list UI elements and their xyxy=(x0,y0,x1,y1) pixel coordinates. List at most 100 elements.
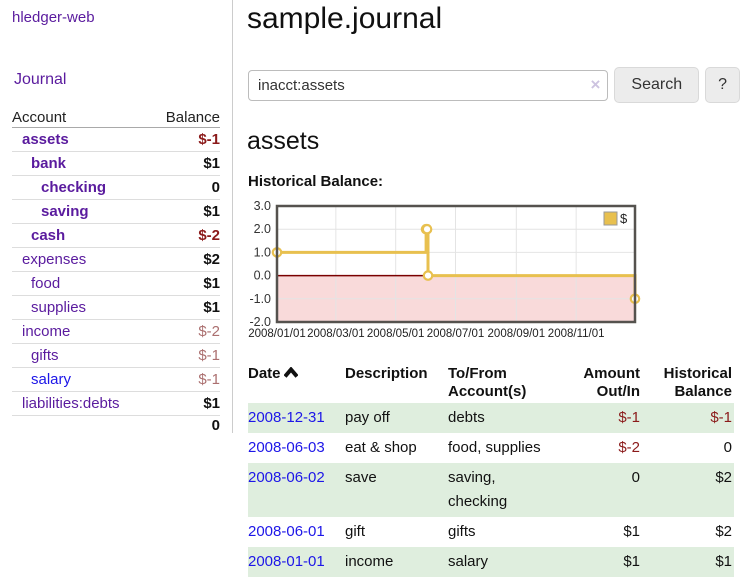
account-row: saving $1 xyxy=(12,200,220,224)
account-balance: $-1 xyxy=(198,371,220,388)
transaction-amount: $-1 xyxy=(618,409,640,426)
account-balance: 0 xyxy=(211,179,220,196)
account-link-food[interactable]: food xyxy=(31,275,61,292)
accounts-header-balance: Balance xyxy=(165,108,220,126)
account-link-assets[interactable]: assets xyxy=(22,131,69,148)
account-row: supplies $1 xyxy=(12,296,220,320)
transaction-row: 2008-06-01 gift gifts $1 $2 xyxy=(248,517,734,547)
column-header-description: Description xyxy=(345,365,428,382)
svg-text:1.0: 1.0 xyxy=(254,245,271,259)
sidebar-item-journal[interactable]: Journal xyxy=(14,71,67,88)
account-balance: $-1 xyxy=(198,347,220,364)
transaction-balance: 0 xyxy=(723,439,732,456)
transaction-row: 2008-06-02 save saving, checking 0 $2 xyxy=(248,463,734,517)
search-input-wrap: × xyxy=(248,69,609,101)
account-balance: $1 xyxy=(203,299,220,316)
column-header-date[interactable]: Date xyxy=(248,363,345,403)
column-header-accounts: To/From Account(s) xyxy=(448,365,527,400)
transaction-amount: $1 xyxy=(623,523,640,540)
account-row: food $1 xyxy=(12,272,220,296)
transaction-description: gift xyxy=(345,523,366,540)
search-input[interactable] xyxy=(248,69,609,101)
column-header-amount: Amount Out/In xyxy=(583,365,640,400)
svg-text:$: $ xyxy=(620,211,628,226)
svg-text:2008/03/01: 2008/03/01 xyxy=(307,328,365,340)
transaction-amount: $1 xyxy=(623,553,640,570)
transaction-accounts: debts xyxy=(448,409,485,426)
svg-text:2008/01/01: 2008/01/01 xyxy=(248,328,306,340)
svg-text:-1.0: -1.0 xyxy=(249,292,271,306)
transaction-accounts: salary xyxy=(448,553,489,570)
account-row: assets $-1 xyxy=(12,128,220,152)
account-link-expenses[interactable]: expenses xyxy=(22,251,87,268)
account-row: checking 0 xyxy=(12,176,220,200)
svg-text:0.0: 0.0 xyxy=(254,269,271,283)
sidebar-divider xyxy=(232,0,233,433)
accounts-header-account: Account xyxy=(12,108,67,126)
transaction-date-link[interactable]: 2008-06-03 xyxy=(248,439,325,456)
account-link-checking[interactable]: checking xyxy=(41,179,107,196)
transaction-description: income xyxy=(345,553,394,570)
transaction-date-link[interactable]: 2008-01-01 xyxy=(248,553,325,570)
account-link-salary[interactable]: salary xyxy=(31,371,72,388)
account-link-saving[interactable]: saving xyxy=(41,203,89,220)
chart-title: Historical Balance: xyxy=(248,173,384,190)
transaction-amount: 0 xyxy=(631,469,640,486)
accounts-balance-table: Account Balance assets $-1 bank $1 check… xyxy=(12,107,220,435)
account-row: liabilities:debts $1 xyxy=(12,392,220,416)
account-page-heading: assets xyxy=(247,127,320,155)
register-table: Date Description To/From Account(s) Amou… xyxy=(248,363,734,577)
transaction-date-link[interactable]: 2008-06-02 xyxy=(248,469,325,486)
search-button[interactable]: Search xyxy=(614,67,700,103)
transaction-row: 2008-01-01 income salary $1 $1 xyxy=(248,547,734,577)
account-balance: $1 xyxy=(203,395,220,412)
transaction-amount: $-2 xyxy=(618,439,640,456)
transaction-date-link[interactable]: 2008-12-31 xyxy=(248,409,325,426)
search-bar: × Search ? xyxy=(248,67,740,103)
transaction-description: pay off xyxy=(345,409,390,426)
column-header-date-label: Date xyxy=(248,365,281,382)
help-button[interactable]: ? xyxy=(705,67,740,103)
account-balance: $-1 xyxy=(198,131,220,148)
sort-ascending-icon xyxy=(282,365,299,383)
transaction-row: 2008-12-31 pay off debts $-1 $-1 xyxy=(248,403,734,433)
svg-text:2008/11/01: 2008/11/01 xyxy=(548,328,605,340)
svg-text:2.0: 2.0 xyxy=(254,222,271,236)
account-balance: $1 xyxy=(203,275,220,292)
accounts-total-value: 0 xyxy=(211,417,220,434)
accounts-total-row: 0 xyxy=(12,416,220,435)
account-row: salary $-1 xyxy=(12,368,220,392)
transaction-description: eat & shop xyxy=(345,439,417,456)
svg-text:-2.0: -2.0 xyxy=(249,315,271,329)
svg-text:2008/09/01: 2008/09/01 xyxy=(488,328,546,340)
account-link-liabilities-debts[interactable]: liabilities:debts xyxy=(22,395,120,412)
account-link-bank[interactable]: bank xyxy=(31,155,67,172)
transaction-accounts: saving, checking xyxy=(448,469,508,510)
svg-text:3.0: 3.0 xyxy=(254,200,271,213)
account-row: expenses $2 xyxy=(12,248,220,272)
account-link-gifts[interactable]: gifts xyxy=(31,347,59,364)
account-row: income $-2 xyxy=(12,320,220,344)
account-row: cash $-2 xyxy=(12,224,220,248)
transaction-balance: $2 xyxy=(715,469,732,486)
account-balance: $2 xyxy=(203,251,220,268)
transaction-row: 2008-06-03 eat & shop food, supplies $-2… xyxy=(248,433,734,463)
account-link-cash[interactable]: cash xyxy=(31,227,66,244)
clear-search-icon[interactable]: × xyxy=(590,74,601,94)
account-balance: $1 xyxy=(203,203,220,220)
account-balance: $-2 xyxy=(198,227,220,244)
transaction-date-link[interactable]: 2008-06-01 xyxy=(248,523,325,540)
account-link-income[interactable]: income xyxy=(22,323,71,340)
svg-text:2008/05/01: 2008/05/01 xyxy=(367,328,425,340)
register-header-row: Date Description To/From Account(s) Amou… xyxy=(248,363,734,403)
svg-text:2008/07/01: 2008/07/01 xyxy=(427,328,485,340)
account-row: bank $1 xyxy=(12,152,220,176)
account-link-supplies[interactable]: supplies xyxy=(31,299,87,316)
transaction-description: save xyxy=(345,469,377,486)
page-title: sample.journal xyxy=(247,2,443,35)
app-brand-link[interactable]: hledger-web xyxy=(12,9,95,26)
column-header-balance: Historical Balance xyxy=(663,365,732,400)
transaction-balance: $1 xyxy=(715,553,732,570)
account-row: gifts $-1 xyxy=(12,344,220,368)
